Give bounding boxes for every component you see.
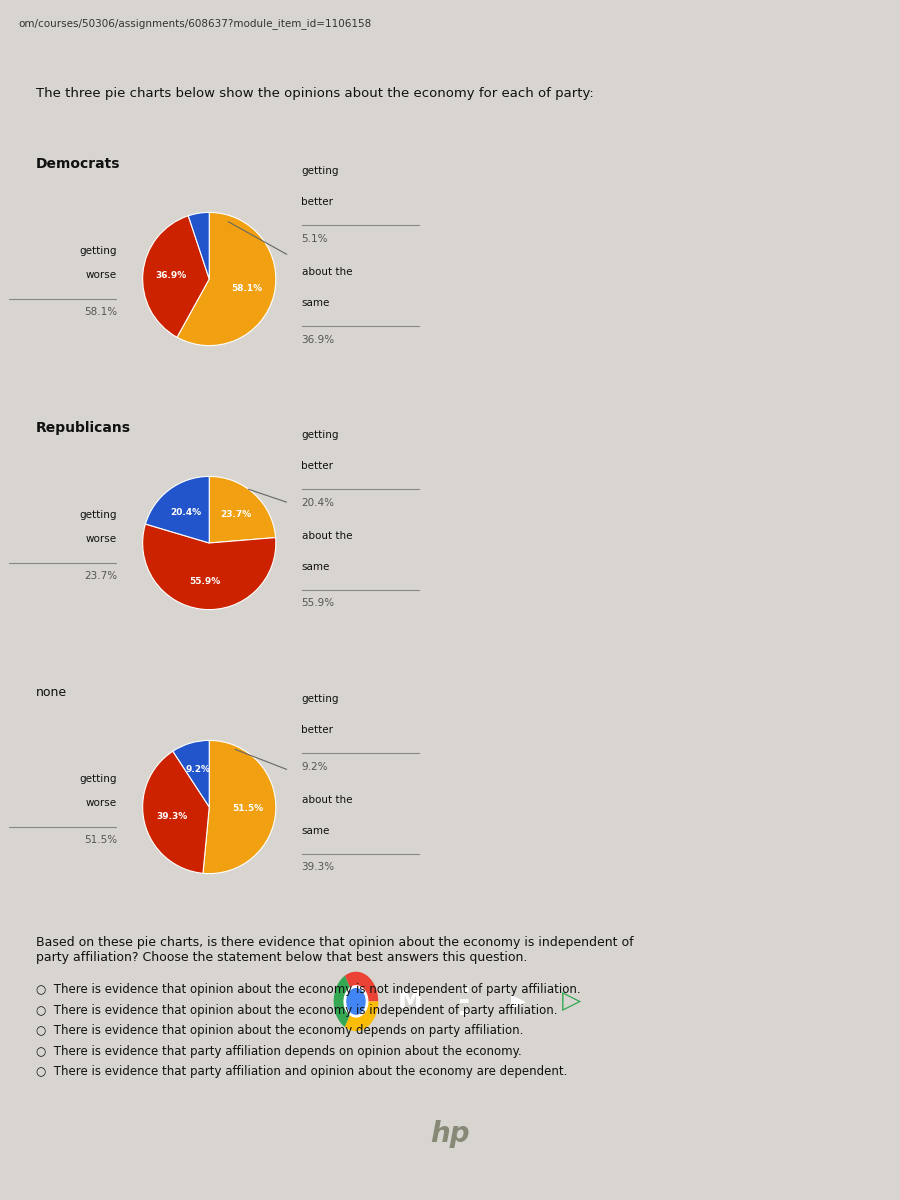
Text: The three pie charts below show the opinions about the economy for each of party: The three pie charts below show the opin… [36, 86, 594, 100]
Wedge shape [143, 524, 275, 610]
Text: 39.3%: 39.3% [156, 811, 187, 821]
Text: M: M [398, 989, 422, 1013]
Text: ▬
▬
▬: ▬ ▬ ▬ [459, 985, 469, 1018]
Text: 55.9%: 55.9% [302, 599, 335, 608]
Text: ▶: ▶ [510, 992, 526, 1010]
Text: worse: worse [86, 270, 117, 281]
Wedge shape [334, 976, 356, 1027]
Text: getting: getting [302, 431, 339, 440]
Wedge shape [173, 740, 210, 806]
Text: 9.2%: 9.2% [302, 762, 328, 772]
Text: 36.9%: 36.9% [155, 271, 186, 280]
Text: Democrats: Democrats [36, 157, 121, 172]
Text: 51.5%: 51.5% [84, 835, 117, 845]
Wedge shape [188, 212, 210, 280]
Text: 58.1%: 58.1% [84, 307, 117, 317]
Text: 58.1%: 58.1% [231, 284, 262, 293]
Text: Republicans: Republicans [36, 421, 131, 436]
Wedge shape [143, 751, 209, 874]
Text: worse: worse [86, 534, 117, 545]
Text: 20.4%: 20.4% [171, 508, 202, 516]
Text: 36.9%: 36.9% [302, 335, 335, 344]
Text: om/courses/50306/assignments/608637?module_item_id=1106158: om/courses/50306/assignments/608637?modu… [18, 18, 371, 30]
Text: 23.7%: 23.7% [84, 571, 117, 581]
Wedge shape [209, 476, 275, 542]
Text: ○  There is evidence that party affiliation and opinion about the economy are de: ○ There is evidence that party affiliati… [36, 1066, 567, 1078]
Text: about the: about the [302, 268, 352, 277]
Text: hp: hp [430, 1120, 470, 1148]
Text: same: same [302, 298, 330, 307]
Text: 20.4%: 20.4% [302, 498, 335, 508]
Text: getting: getting [79, 510, 117, 521]
Text: better: better [302, 725, 334, 734]
Text: 5.1%: 5.1% [302, 234, 328, 244]
Text: better: better [302, 461, 334, 470]
Text: about the: about the [302, 796, 352, 805]
Text: getting: getting [79, 774, 117, 785]
Text: 9.2%: 9.2% [185, 766, 211, 774]
Text: ○  There is evidence that opinion about the economy is not independent of party : ○ There is evidence that opinion about t… [36, 984, 580, 996]
Text: 39.3%: 39.3% [302, 863, 335, 872]
Wedge shape [203, 740, 275, 874]
Text: same: same [302, 562, 330, 571]
Text: 55.9%: 55.9% [190, 577, 220, 586]
Circle shape [345, 986, 367, 1016]
Text: better: better [302, 197, 334, 206]
Text: same: same [302, 826, 330, 835]
Text: ○  There is evidence that party affiliation depends on opinion about the economy: ○ There is evidence that party affiliati… [36, 1045, 522, 1057]
Text: about the: about the [302, 532, 352, 541]
Wedge shape [345, 1001, 378, 1031]
Wedge shape [345, 972, 378, 1001]
Wedge shape [177, 212, 275, 346]
Text: ○  There is evidence that opinion about the economy depends on party affiliation: ○ There is evidence that opinion about t… [36, 1025, 524, 1037]
Text: Based on these pie charts, is there evidence that opinion about the economy is i: Based on these pie charts, is there evid… [36, 936, 634, 964]
Wedge shape [143, 216, 209, 337]
Text: getting: getting [79, 246, 117, 257]
Text: worse: worse [86, 798, 117, 809]
Text: 51.5%: 51.5% [232, 804, 264, 814]
Text: none: none [36, 686, 68, 698]
Wedge shape [146, 476, 209, 542]
Text: 23.7%: 23.7% [220, 510, 251, 520]
Text: ○  There is evidence that opinion about the economy is independent of party affi: ○ There is evidence that opinion about t… [36, 1004, 557, 1016]
Text: getting: getting [302, 695, 339, 704]
Text: ▷: ▷ [562, 989, 581, 1013]
Text: getting: getting [302, 167, 339, 176]
